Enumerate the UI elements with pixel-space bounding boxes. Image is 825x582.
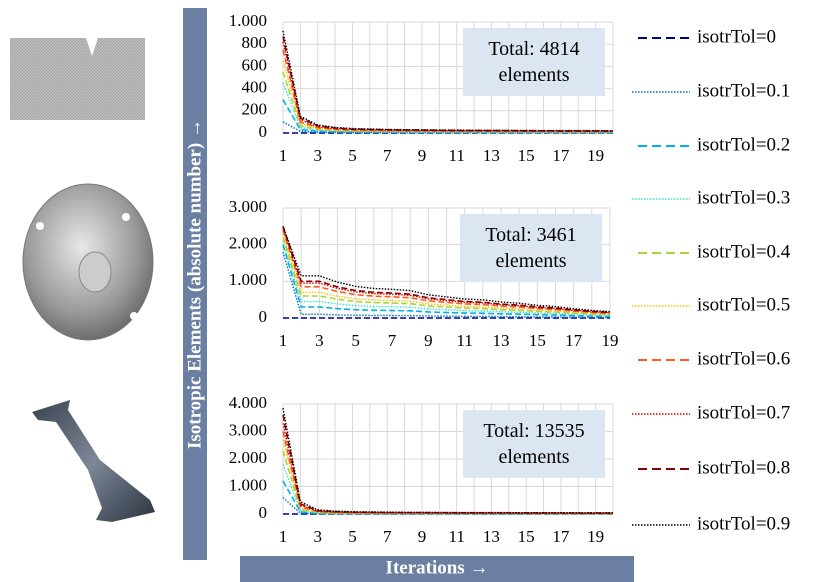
x-tick-label: 3: [315, 331, 324, 350]
mesh-plate-image: [10, 38, 145, 120]
annotation: Total: 4814 elements: [463, 28, 605, 96]
legend-label: isotrTol=0.1: [697, 80, 790, 101]
y-tick-label: 200: [242, 100, 268, 119]
disk-hole: [122, 213, 130, 221]
x-tick-label: 7: [383, 146, 392, 165]
disk-hub: [79, 252, 111, 292]
x-tick-label: 19: [602, 331, 619, 350]
legend-label: isotrTol=0.6: [697, 348, 790, 369]
y-tick-label: 600: [242, 55, 268, 74]
annotation: Total: 3461 elements: [460, 214, 602, 282]
x-tick-label: 15: [518, 146, 535, 165]
y-tick-label: 3.000: [229, 197, 267, 216]
annotation: Total: 13535 elements: [463, 410, 605, 478]
disk-hole: [130, 312, 138, 320]
x-tick-label: 17: [552, 146, 570, 165]
x-tick-label: 15: [518, 527, 535, 546]
x-tick-label: 17: [552, 527, 570, 546]
x-tick-label: 15: [529, 331, 546, 350]
y-tick-label: 0: [259, 307, 268, 326]
x-tick-label: 13: [483, 146, 500, 165]
x-tick-label: 3: [313, 146, 322, 165]
x-tick-label: 13: [483, 527, 500, 546]
x-tick-label: 1: [279, 527, 288, 546]
x-tick-label: 11: [448, 527, 464, 546]
x-tick-label: 1: [279, 146, 288, 165]
y-tick-label: 0: [259, 122, 268, 141]
y-tick-label: 1.000: [229, 11, 267, 30]
y-tick-label: 800: [242, 33, 268, 52]
x-tick-label: 9: [424, 331, 433, 350]
y-tick-label: 4.000: [229, 393, 267, 412]
legend-label: isotrTol=0.3: [697, 187, 790, 208]
y-tick-label: 2.000: [229, 448, 267, 467]
x-tick-label: 19: [587, 527, 604, 546]
figure: Isotropic Elements (absolute number) → I…: [0, 0, 825, 582]
x-tick-label: 17: [565, 331, 583, 350]
x-tick-label: 9: [418, 527, 427, 546]
legend-label: isotrTol=0.5: [697, 294, 790, 315]
x-tick-label: 19: [587, 146, 604, 165]
x-tick-label: 13: [493, 331, 510, 350]
x-tick-label: 1: [279, 331, 288, 350]
legend-label: isotrTol=0.4: [697, 241, 791, 262]
y-tick-label: 1.000: [229, 475, 267, 494]
x-tick-label: 9: [418, 146, 427, 165]
disk-hole: [36, 322, 44, 330]
legend-label: isotrTol=0.9: [697, 513, 790, 534]
x-tick-label: 7: [383, 527, 392, 546]
x-tick-label: 11: [448, 146, 464, 165]
x-tick-label: 5: [348, 527, 357, 546]
legend-label: isotrTol=0.7: [697, 402, 790, 423]
x-tick-label: 3: [313, 527, 322, 546]
y-tick-label: 0: [259, 503, 268, 522]
disk-hole: [36, 222, 44, 230]
chart: Isotropic Elements (absolute number) → I…: [0, 0, 825, 582]
y-tick-label: 1.000: [229, 270, 267, 289]
strut-image: [32, 400, 155, 522]
y-tick-label: 400: [242, 78, 268, 97]
series-line: [283, 481, 613, 514]
y-tick-label: 2.000: [229, 234, 267, 253]
x-axis-label: Iterations →: [386, 557, 489, 578]
legend-label: isotrTol=0.2: [697, 134, 790, 155]
x-tick-label: 5: [351, 331, 360, 350]
y-axis-label: Isotropic Elements (absolute number) →: [184, 119, 205, 449]
legend-label: isotrTol=0: [697, 26, 776, 47]
y-tick-label: 3.000: [229, 420, 267, 439]
x-tick-label: 5: [348, 146, 357, 165]
x-tick-label: 7: [388, 331, 397, 350]
legend-label: isotrTol=0.8: [697, 457, 790, 478]
x-tick-label: 11: [456, 331, 472, 350]
